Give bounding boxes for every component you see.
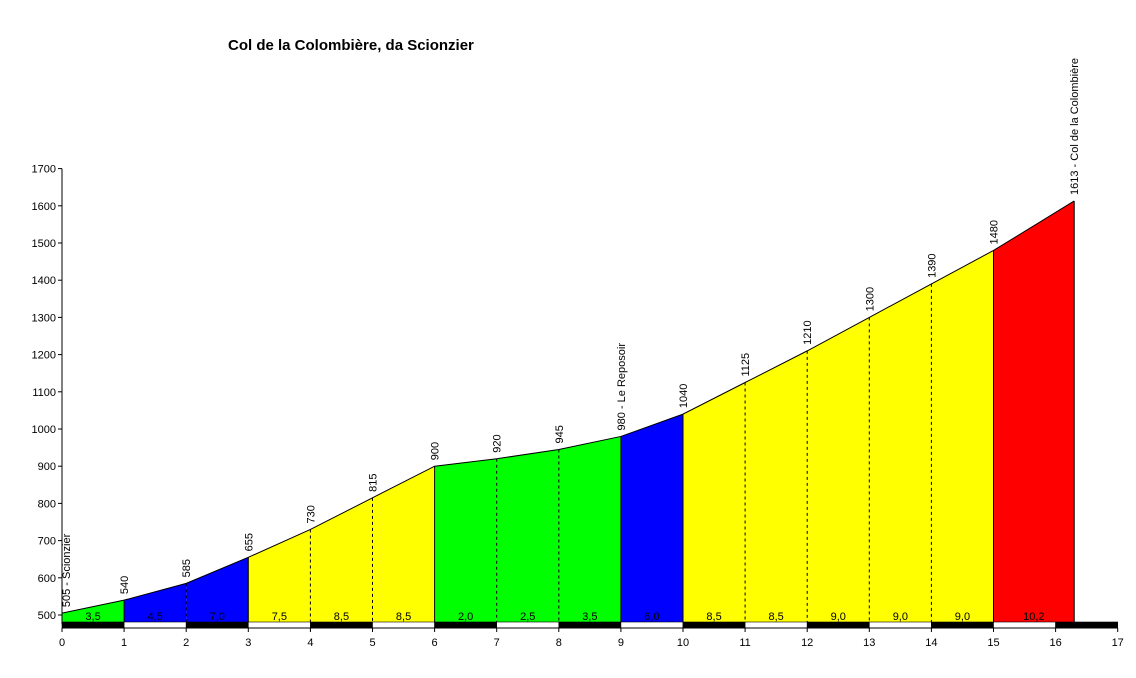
y-tick-label: 1100 [32, 387, 56, 399]
x-tick-label: 0 [59, 637, 65, 649]
altitude-label: 980 - Le Reposoir [616, 343, 628, 431]
segment-area-4 [248, 529, 311, 625]
profile-line [61, 200, 1075, 614]
segment-area-3 [186, 557, 249, 625]
gradient-label: 7,0 [210, 611, 225, 623]
x-tick-label: 15 [987, 637, 999, 649]
altitude-label: 540 [119, 576, 131, 594]
profile-outline [61, 200, 1075, 625]
gradient-label: 8,5 [769, 611, 784, 623]
x-tick-label: 5 [369, 637, 375, 649]
y-tick-label: 1300 [32, 312, 56, 324]
x-tick-label: 1 [121, 637, 127, 649]
segment-area-8 [496, 449, 559, 625]
altitude-label: 1210 [802, 320, 814, 344]
segment-area-12 [745, 350, 808, 625]
x-tick-label: 10 [677, 637, 689, 649]
axes: 5006007008009001000110012001300140015001… [32, 164, 1124, 649]
segment-area-15 [931, 250, 994, 625]
y-tick-label: 600 [38, 573, 56, 585]
x-tick-label: 14 [925, 637, 937, 649]
km-dividers [123, 250, 994, 625]
altitude-label: 815 [368, 473, 380, 491]
altitude-label: 505 - Scionzier [61, 533, 73, 607]
segment-area-2 [124, 583, 187, 625]
gradient-label: 8,5 [706, 611, 721, 623]
x-tick-label: 11 [739, 637, 750, 649]
gradient-label: 9,0 [893, 611, 908, 623]
y-tick-label: 1000 [32, 424, 56, 436]
x-tick-label: 2 [183, 637, 189, 649]
segment-area-6 [372, 466, 435, 625]
segment-area-11 [683, 382, 746, 625]
gradient-label: 7,5 [272, 611, 287, 623]
y-tick-label: 1400 [32, 275, 56, 287]
altitude-label: 1613 - Col de la Colombière [1069, 58, 1081, 195]
gradient-label: 3,5 [582, 611, 597, 623]
gradient-labels: 3,5 4,5 7,0 7,5 8,5 8,5 2,0 2,5 3,5 6,0 8,5 8,5 9,0 9… [85, 611, 1044, 623]
y-tick-label: 500 [38, 610, 56, 622]
chart-title: Col de la Colombière, da Scionzier [228, 37, 474, 54]
x-tick-label: 8 [556, 637, 562, 649]
x-tick-label: 4 [307, 637, 313, 649]
gradient-segments [62, 200, 1075, 625]
altitude-label: 1125 [740, 353, 752, 377]
x-tick-label: 3 [245, 637, 251, 649]
segment-area-16 [993, 200, 1075, 625]
x-tick-label: 13 [863, 637, 875, 649]
altitude-label: 1300 [864, 287, 876, 311]
gradient-label: 2,5 [520, 611, 535, 623]
gradient-label: 2,0 [458, 611, 473, 623]
segment-area-9 [558, 436, 621, 625]
x-tick-label: 17 [1112, 637, 1124, 649]
x-tick-label: 7 [494, 637, 500, 649]
y-tick-label: 1700 [32, 164, 56, 176]
altitude-label: 945 [554, 425, 566, 443]
altitude-label: 900 [430, 442, 442, 460]
y-tick-label: 700 [38, 536, 56, 548]
x-tick-label: 16 [1049, 637, 1061, 649]
gradient-label: 3,5 [85, 611, 100, 623]
gradient-label: 9,0 [831, 611, 846, 623]
x-tick-label: 9 [618, 637, 624, 649]
y-tick-label: 1200 [32, 350, 56, 362]
y-tick-label: 1500 [32, 238, 56, 250]
y-tick-label: 800 [38, 498, 56, 510]
gradient-label: 8,5 [396, 611, 411, 623]
y-tick-label: 900 [38, 461, 56, 473]
segment-area-5 [310, 497, 373, 625]
x-tick-label: 12 [801, 637, 813, 649]
altitude-label: 585 [181, 559, 193, 577]
altitude-label: 1390 [926, 253, 938, 277]
gradient-label: 9,0 [955, 611, 970, 623]
gradient-label: 10,2 [1023, 611, 1044, 623]
altitude-label: 655 [243, 533, 255, 551]
altitude-label: 730 [305, 505, 317, 523]
segment-area-7 [434, 458, 497, 625]
segment-area-14 [869, 283, 932, 625]
gradient-label: 8,5 [334, 611, 349, 623]
segment-area-13 [807, 317, 870, 625]
altitude-labels: 505 - Scionzier 540 585 655 730 815 900 920 945 9… [61, 58, 1081, 607]
altitude-label: 920 [492, 434, 504, 452]
km-bar-block [1055, 621, 1118, 629]
x-tick-label: 6 [432, 637, 438, 649]
altitude-label: 1480 [989, 220, 1001, 244]
gradient-label: 4,5 [148, 611, 163, 623]
altitude-label: 1040 [678, 384, 690, 408]
gradient-label: 6,0 [644, 611, 659, 623]
y-tick-label: 1600 [32, 201, 56, 213]
segment-area-1 [62, 600, 125, 625]
segment-area-10 [620, 414, 683, 625]
